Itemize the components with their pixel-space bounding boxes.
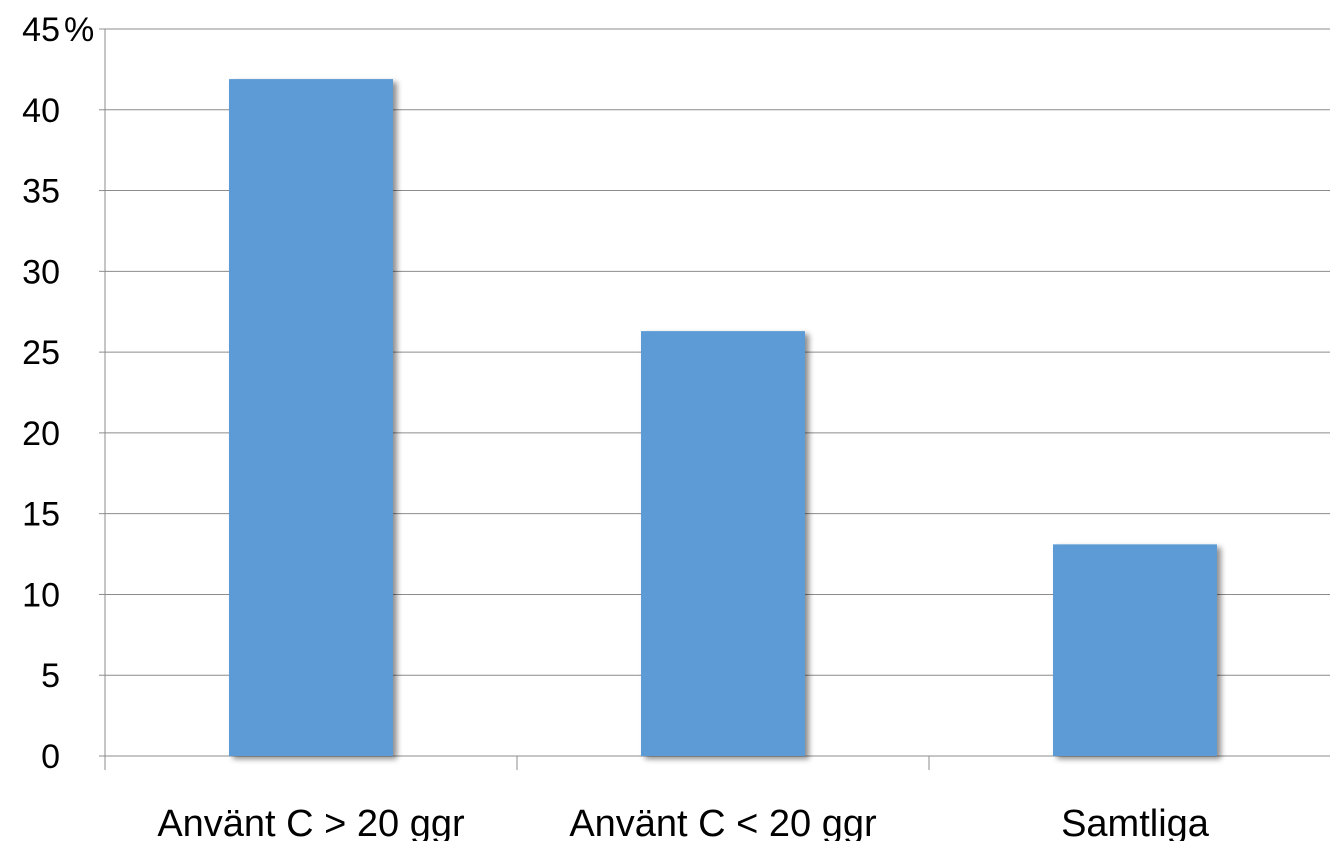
y-tick-label: 25 [22, 334, 60, 372]
y-tick-label: 30 [22, 253, 60, 291]
x-category-label: Samtliga [1061, 803, 1210, 841]
bar-1 [229, 79, 393, 757]
y-tick-label: 45 [22, 11, 60, 49]
y-tick-label: 35 [22, 173, 60, 211]
y-unit-label: % [64, 11, 94, 49]
labels: 0 5 10 15 20 25 30 35 40 45 % Använt C > 20 ggr Anvä… [22, 11, 1210, 845]
y-tick-label: 0 [41, 738, 60, 776]
y-tick-label: 40 [22, 92, 60, 130]
bar-2 [641, 331, 805, 756]
bar-3 [1053, 544, 1217, 756]
y-tick-label: 15 [22, 496, 60, 534]
x-category-label: Använt C > 20 ggr [157, 803, 465, 841]
y-tick-label: 5 [41, 657, 60, 695]
x-category-label: Använt C < 20 ggr [569, 803, 877, 841]
bars [229, 79, 1217, 757]
axes [99, 28, 930, 770]
y-tick-label: 20 [22, 415, 60, 453]
y-tick-label: 10 [22, 576, 60, 614]
